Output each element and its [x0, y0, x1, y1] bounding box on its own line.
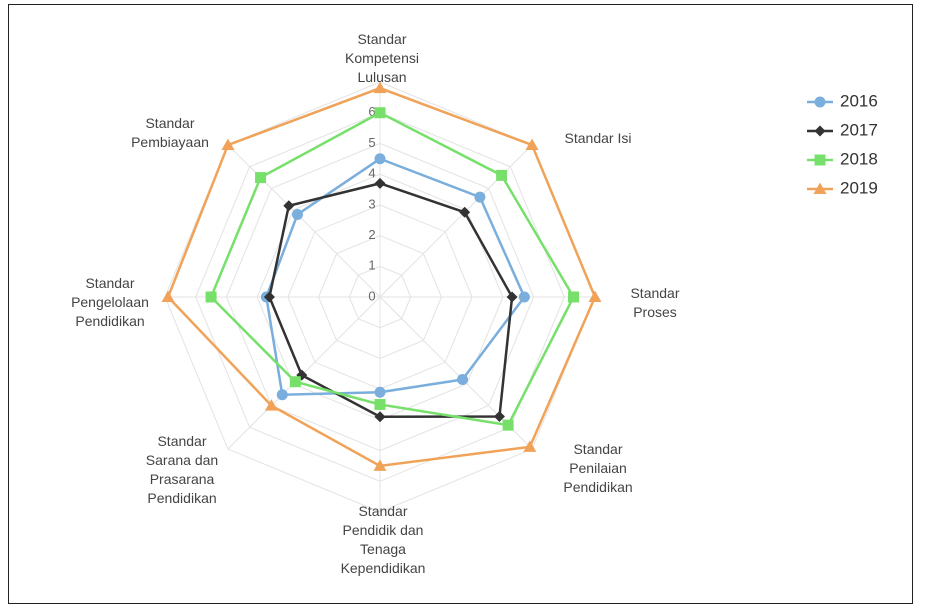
- legend-label: 2016: [840, 91, 878, 110]
- legend-label: 2019: [840, 178, 878, 197]
- marker: [518, 291, 530, 303]
- r-tick-label: 4: [368, 166, 375, 181]
- marker: [161, 290, 175, 302]
- marker: [457, 374, 469, 386]
- category-label: Standar Sarana dan Prasarana Pendidikan: [145, 433, 219, 506]
- marker: [568, 291, 579, 303]
- marker: [814, 125, 826, 137]
- marker: [276, 389, 288, 401]
- marker: [374, 399, 386, 410]
- marker: [813, 182, 827, 194]
- marker: [814, 154, 826, 166]
- marker: [459, 206, 471, 218]
- r-tick-label: 3: [368, 196, 375, 211]
- category-label: Standar Penilaian Pendidikan: [563, 441, 633, 495]
- marker: [506, 291, 518, 303]
- legend-label: 2018: [840, 149, 878, 168]
- marker: [588, 290, 602, 302]
- marker: [264, 399, 278, 411]
- marker: [474, 191, 486, 203]
- spoke: [227, 144, 381, 298]
- marker: [205, 291, 217, 303]
- marker: [221, 138, 235, 150]
- r-tick-label: 5: [368, 135, 375, 150]
- category-label: Standar Kompetensi Lulusan: [345, 31, 419, 85]
- marker: [289, 376, 301, 388]
- r-tick-label: 2: [368, 227, 375, 242]
- series-line: [268, 182, 514, 419]
- marker: [283, 200, 295, 212]
- marker: [374, 153, 386, 165]
- category-label: Standar Isi: [564, 130, 632, 146]
- series-line: [265, 157, 526, 397]
- category-label: Standar Pengelolaan Pendidikan: [71, 275, 149, 329]
- category-label: Standar Pendidik dan Tenaga Kependidikan: [340, 503, 426, 576]
- marker: [523, 440, 537, 452]
- marker: [374, 177, 386, 189]
- marker: [814, 96, 826, 108]
- marker: [374, 386, 386, 398]
- marker: [374, 411, 386, 423]
- category-label: Standar Pembiayaan: [131, 115, 209, 150]
- marker: [373, 459, 387, 471]
- marker: [493, 410, 505, 422]
- marker: [373, 81, 387, 94]
- marker: [502, 419, 514, 431]
- frame: [8, 4, 913, 604]
- series-line: [209, 111, 575, 427]
- marker: [255, 172, 267, 184]
- marker: [496, 169, 508, 181]
- marker: [263, 291, 275, 303]
- marker: [374, 107, 386, 119]
- category-label: Standar Proses: [630, 285, 680, 320]
- marker: [291, 208, 303, 220]
- marker: [525, 138, 539, 150]
- legend-label: 2017: [840, 120, 878, 139]
- r-tick-label: 1: [368, 258, 375, 273]
- r-tick-label: 0: [368, 288, 375, 303]
- r-tick-label: 6: [368, 104, 375, 119]
